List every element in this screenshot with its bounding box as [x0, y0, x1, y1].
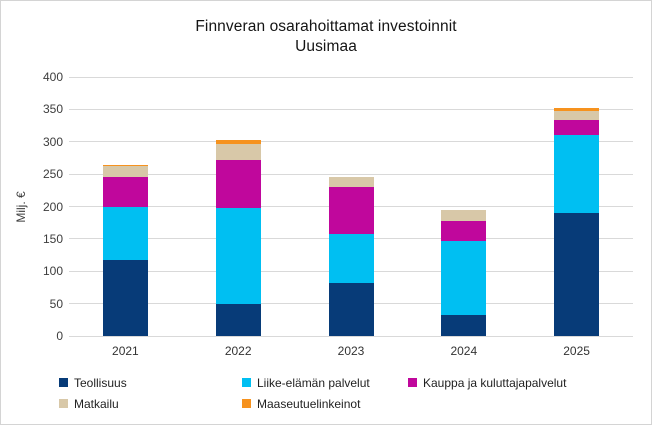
- bar-segment-2025-liike-elämän-palvelut: [554, 135, 600, 213]
- legend-label: Liike-elämän palvelut: [257, 375, 370, 390]
- y-tick-label-350: 350: [42, 102, 63, 117]
- legend-swatch-icon: [242, 399, 251, 408]
- legend-label: Teollisuus: [74, 375, 127, 390]
- bar-segment-2022-teollisuus: [215, 303, 261, 336]
- chart-title: Finnveran osarahoittamat investoinnit Uu…: [1, 17, 651, 57]
- bar-group-2021: [102, 77, 148, 336]
- bar-segment-2023-kauppa-ja-kuluttajapalvelut: [328, 187, 374, 234]
- legend-item-liike-elämän-palvelut: Liike-elämän palvelut: [242, 375, 370, 390]
- legend-swatch-icon: [408, 378, 417, 387]
- legend-item-maaseutuelinkeinot: Maaseutuelinkeinot: [242, 396, 360, 411]
- y-tick-label-250: 250: [42, 167, 63, 182]
- legend-label: Maaseutuelinkeinot: [257, 396, 361, 411]
- y-tick-label-200: 200: [42, 199, 63, 214]
- bar-segment-2021-matkailu: [102, 166, 148, 178]
- x-tick-label-2025: 2025: [563, 344, 590, 358]
- bar-segment-2022-liike-elämän-palvelut: [215, 207, 261, 304]
- bar-segment-2025-matkailu: [554, 110, 600, 121]
- legend-swatch-icon: [242, 378, 251, 387]
- bar-group-2025: [554, 77, 600, 336]
- gridline-y-0: [69, 335, 633, 337]
- x-tick-label-2023: 2023: [337, 344, 365, 358]
- bar-group-2024: [441, 77, 487, 336]
- plot-area: [69, 76, 633, 337]
- legend-item-matkailu: Matkailu: [59, 396, 119, 411]
- gridline-y-300: [69, 141, 633, 143]
- x-tick-label-2022: 2022: [224, 344, 252, 358]
- chart-title-line1: Finnveran osarahoittamat investoinnit: [195, 18, 457, 35]
- bar-segment-2024-kauppa-ja-kuluttajapalvelut: [441, 221, 487, 241]
- bar-segment-2022-maaseutuelinkeinot: [215, 140, 261, 145]
- bar-segment-2025-maaseutuelinkeinot: [554, 108, 600, 111]
- bar-segment-2024-teollisuus: [441, 314, 487, 336]
- bar-segment-2021-kauppa-ja-kuluttajapalvelut: [102, 177, 148, 207]
- legend-item-kauppa-ja-kuluttajapalvelut: Kauppa ja kuluttajapalvelut: [408, 375, 566, 390]
- bar-segment-2022-kauppa-ja-kuluttajapalvelut: [215, 159, 261, 208]
- legend-item-teollisuus: Teollisuus: [59, 375, 127, 390]
- bar-segment-2022-matkailu: [215, 144, 261, 160]
- x-tick-label-2024: 2024: [450, 344, 478, 358]
- bar-group-2023: [328, 77, 374, 336]
- bar-group-2022: [215, 77, 261, 336]
- bar-segment-2023-teollisuus: [328, 282, 374, 336]
- gridline-y-400: [69, 76, 633, 78]
- x-tick-label-2021: 2021: [112, 344, 139, 358]
- gridline-y-250: [69, 173, 633, 175]
- bar-segment-2023-liike-elämän-palvelut: [328, 233, 374, 283]
- y-tick-label-400: 400: [42, 70, 63, 84]
- chart-title-line2: Uusimaa: [295, 38, 357, 55]
- bar-segment-2024-liike-elämän-palvelut: [441, 240, 487, 315]
- bar-segment-2021-teollisuus: [102, 260, 148, 336]
- y-tick-label-50: 50: [49, 296, 63, 311]
- y-tick-label-150: 150: [42, 231, 63, 246]
- bar-segment-2024-matkailu: [441, 210, 487, 222]
- bar-segment-2021-liike-elämän-palvelut: [102, 206, 148, 261]
- bar-segment-2021-maaseutuelinkeinot: [102, 165, 148, 167]
- legend-label: Kauppa ja kuluttajapalvelut: [423, 375, 567, 390]
- y-tick-label-0: 0: [56, 329, 63, 343]
- y-tick-label-100: 100: [42, 264, 63, 279]
- legend-swatch-icon: [59, 378, 68, 387]
- legend-swatch-icon: [59, 399, 68, 408]
- gridline-y-350: [69, 108, 633, 110]
- legend-label: Matkailu: [74, 396, 119, 411]
- y-tick-label-300: 300: [42, 134, 63, 149]
- bar-segment-2025-teollisuus: [554, 212, 600, 336]
- bar-segment-2023-matkailu: [328, 176, 374, 188]
- bar-segment-2025-kauppa-ja-kuluttajapalvelut: [554, 120, 600, 136]
